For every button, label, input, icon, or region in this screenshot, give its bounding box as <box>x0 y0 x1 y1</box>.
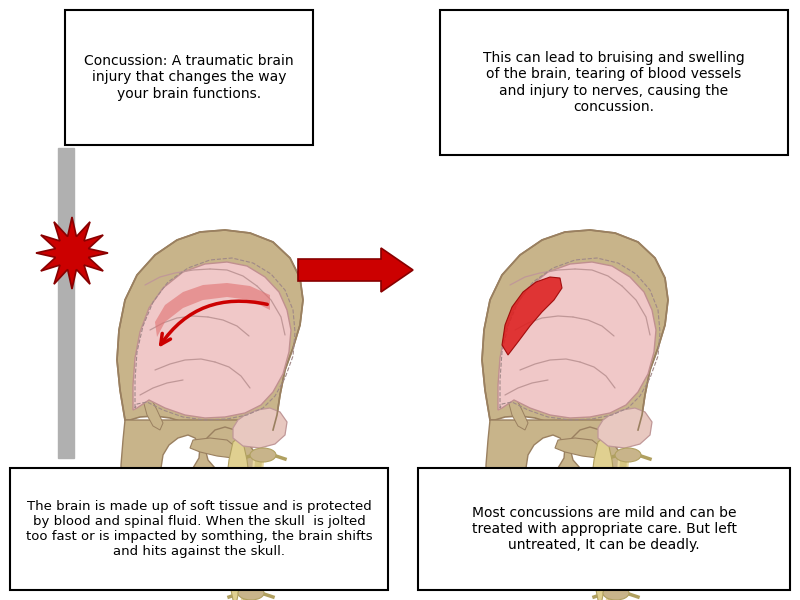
Polygon shape <box>121 420 265 548</box>
Polygon shape <box>498 262 656 418</box>
Ellipse shape <box>613 471 639 485</box>
Polygon shape <box>121 498 217 562</box>
Polygon shape <box>150 542 157 552</box>
Ellipse shape <box>607 540 633 554</box>
Ellipse shape <box>242 540 268 554</box>
Polygon shape <box>133 262 291 418</box>
Polygon shape <box>558 542 565 552</box>
Text: The brain is made up of soft tissue and is protected
by blood and spinal fluid. : The brain is made up of soft tissue and … <box>26 500 372 558</box>
Polygon shape <box>143 398 163 430</box>
Ellipse shape <box>605 563 631 577</box>
Ellipse shape <box>248 471 274 485</box>
FancyArrow shape <box>298 248 413 292</box>
Bar <box>58 148 74 458</box>
Polygon shape <box>566 542 573 552</box>
Ellipse shape <box>615 448 641 462</box>
Ellipse shape <box>246 494 272 508</box>
Ellipse shape <box>611 494 637 508</box>
FancyBboxPatch shape <box>418 468 790 590</box>
Polygon shape <box>184 542 191 552</box>
Polygon shape <box>36 217 108 289</box>
Ellipse shape <box>244 517 270 531</box>
Text: This can lead to bruising and swelling
of the brain, tearing of blood vessels
an: This can lead to bruising and swelling o… <box>483 51 745 114</box>
Polygon shape <box>175 542 182 552</box>
Polygon shape <box>155 283 270 337</box>
Polygon shape <box>590 438 616 600</box>
Ellipse shape <box>250 448 276 462</box>
Polygon shape <box>145 370 190 397</box>
FancyBboxPatch shape <box>440 10 788 155</box>
Polygon shape <box>486 420 630 548</box>
Polygon shape <box>598 408 652 448</box>
Polygon shape <box>233 408 287 448</box>
Ellipse shape <box>240 563 266 577</box>
Polygon shape <box>167 542 174 552</box>
Polygon shape <box>225 438 251 600</box>
Polygon shape <box>158 542 166 552</box>
Ellipse shape <box>238 586 264 600</box>
Polygon shape <box>555 438 602 458</box>
Text: Most concussions are mild and can be
treated with appropriate care. But left
unt: Most concussions are mild and can be tre… <box>471 506 737 552</box>
Polygon shape <box>541 542 547 552</box>
Polygon shape <box>510 370 555 397</box>
Ellipse shape <box>603 586 629 600</box>
Ellipse shape <box>609 517 635 531</box>
FancyBboxPatch shape <box>10 468 388 590</box>
Polygon shape <box>508 398 528 430</box>
Polygon shape <box>190 438 237 458</box>
Text: Concussion: A traumatic brain
injury that changes the way
your brain functions.: Concussion: A traumatic brain injury tha… <box>84 54 294 101</box>
Polygon shape <box>532 542 539 552</box>
Polygon shape <box>574 542 582 552</box>
Polygon shape <box>117 230 303 450</box>
Polygon shape <box>515 542 522 552</box>
Polygon shape <box>193 542 199 552</box>
Polygon shape <box>486 498 582 562</box>
FancyBboxPatch shape <box>65 10 313 145</box>
Polygon shape <box>549 542 556 552</box>
Polygon shape <box>523 542 530 552</box>
Polygon shape <box>210 542 217 552</box>
Polygon shape <box>502 277 562 355</box>
Polygon shape <box>482 230 668 450</box>
Polygon shape <box>201 542 208 552</box>
